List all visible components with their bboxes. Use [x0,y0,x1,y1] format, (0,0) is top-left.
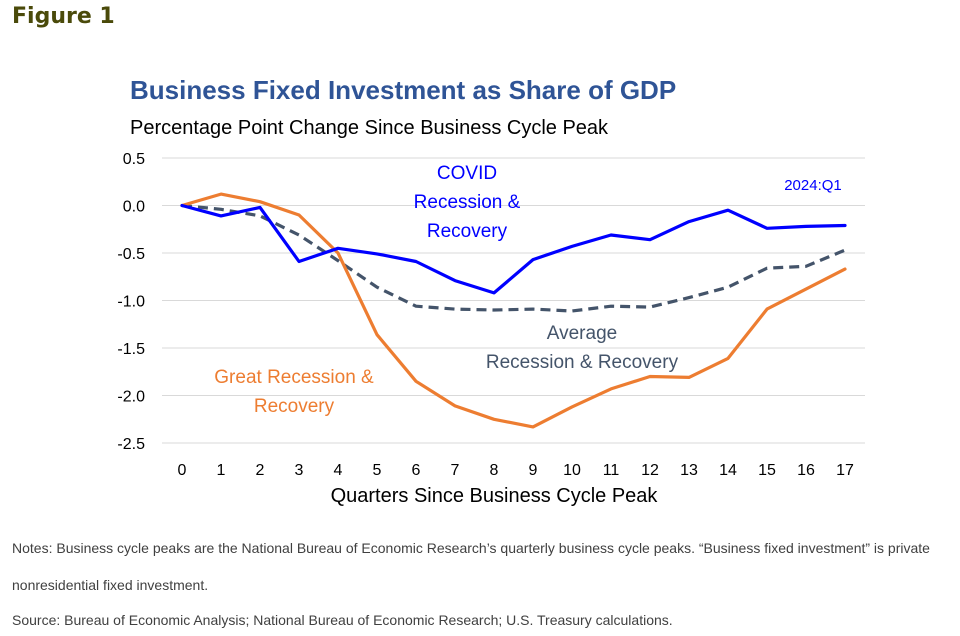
x-axis-label: Quarters Since Business Cycle Peak [331,485,659,507]
x-tick-label: 3 [295,462,304,479]
source-text: Source: Bureau of Economic Analysis; Nat… [12,612,673,628]
series-lines [180,192,847,429]
x-tick-label: 12 [641,462,659,479]
notes-text: Notes: Business cycle peaks are the Nati… [12,540,930,593]
x-tick-label: 16 [797,462,815,479]
y-tick-label: -0.5 [117,246,145,263]
y-tick-label: 0.5 [123,151,145,168]
series-label-covid: COVID [437,163,497,184]
series-label-great-recession: Recovery [254,396,335,417]
x-tick-label: 15 [758,462,776,479]
line-chart: Business Fixed Investment as Share of GD… [117,75,865,507]
x-tick-label: 4 [334,462,343,479]
y-tick-label: -1.0 [117,294,145,311]
x-axis-ticks: 0 1 2 3 4 5 6 7 8 9 10 11 12 13 14 15 16 17 [178,462,854,479]
y-tick-label: -2.0 [117,389,145,406]
y-tick-label: -2.5 [117,436,145,453]
series-label-average: Recession & Recovery [486,352,679,373]
x-tick-label: 11 [603,462,620,479]
x-tick-label: 13 [680,462,698,479]
x-tick-label: 14 [719,462,737,479]
latest-quarter-annotation: 2024:Q1 [784,177,842,194]
x-tick-label: 0 [178,462,187,479]
y-axis-ticks: 0.5 0.0 -0.5 -1.0 -1.5 -2.0 -2.5 [117,151,145,453]
series-line-great-recession [180,192,847,429]
chart-container: Business Fixed Investment as Share of GD… [117,75,865,507]
series-label-average: Average [547,323,617,344]
x-tick-label: 8 [490,462,499,479]
series-labels: COVID Recession & Recovery Great Recession … [214,163,678,417]
y-tick-label: 0.0 [123,199,145,216]
chart-subtitle: Percentage Point Change Since Business C… [130,117,609,139]
series-label-great-recession: Great Recession & [214,367,374,388]
x-tick-label: 10 [563,462,581,479]
x-tick-label: 2 [256,462,265,479]
x-tick-label: 6 [412,462,421,479]
series-line-average [181,203,846,313]
x-tick-label: 7 [451,462,460,479]
series-line-covid [180,203,847,295]
x-tick-label: 9 [529,462,538,479]
x-tick-label: 17 [836,462,854,479]
chart-title: Business Fixed Investment as Share of GD… [130,75,676,105]
series-label-covid: Recovery [427,221,508,242]
x-tick-label: 1 [217,462,226,479]
y-tick-label: -1.5 [117,341,145,358]
x-tick-label: 5 [373,462,382,479]
figure-label: Figure 1 [12,4,115,29]
gridlines [162,157,865,444]
series-label-covid: Recession & [414,192,521,213]
